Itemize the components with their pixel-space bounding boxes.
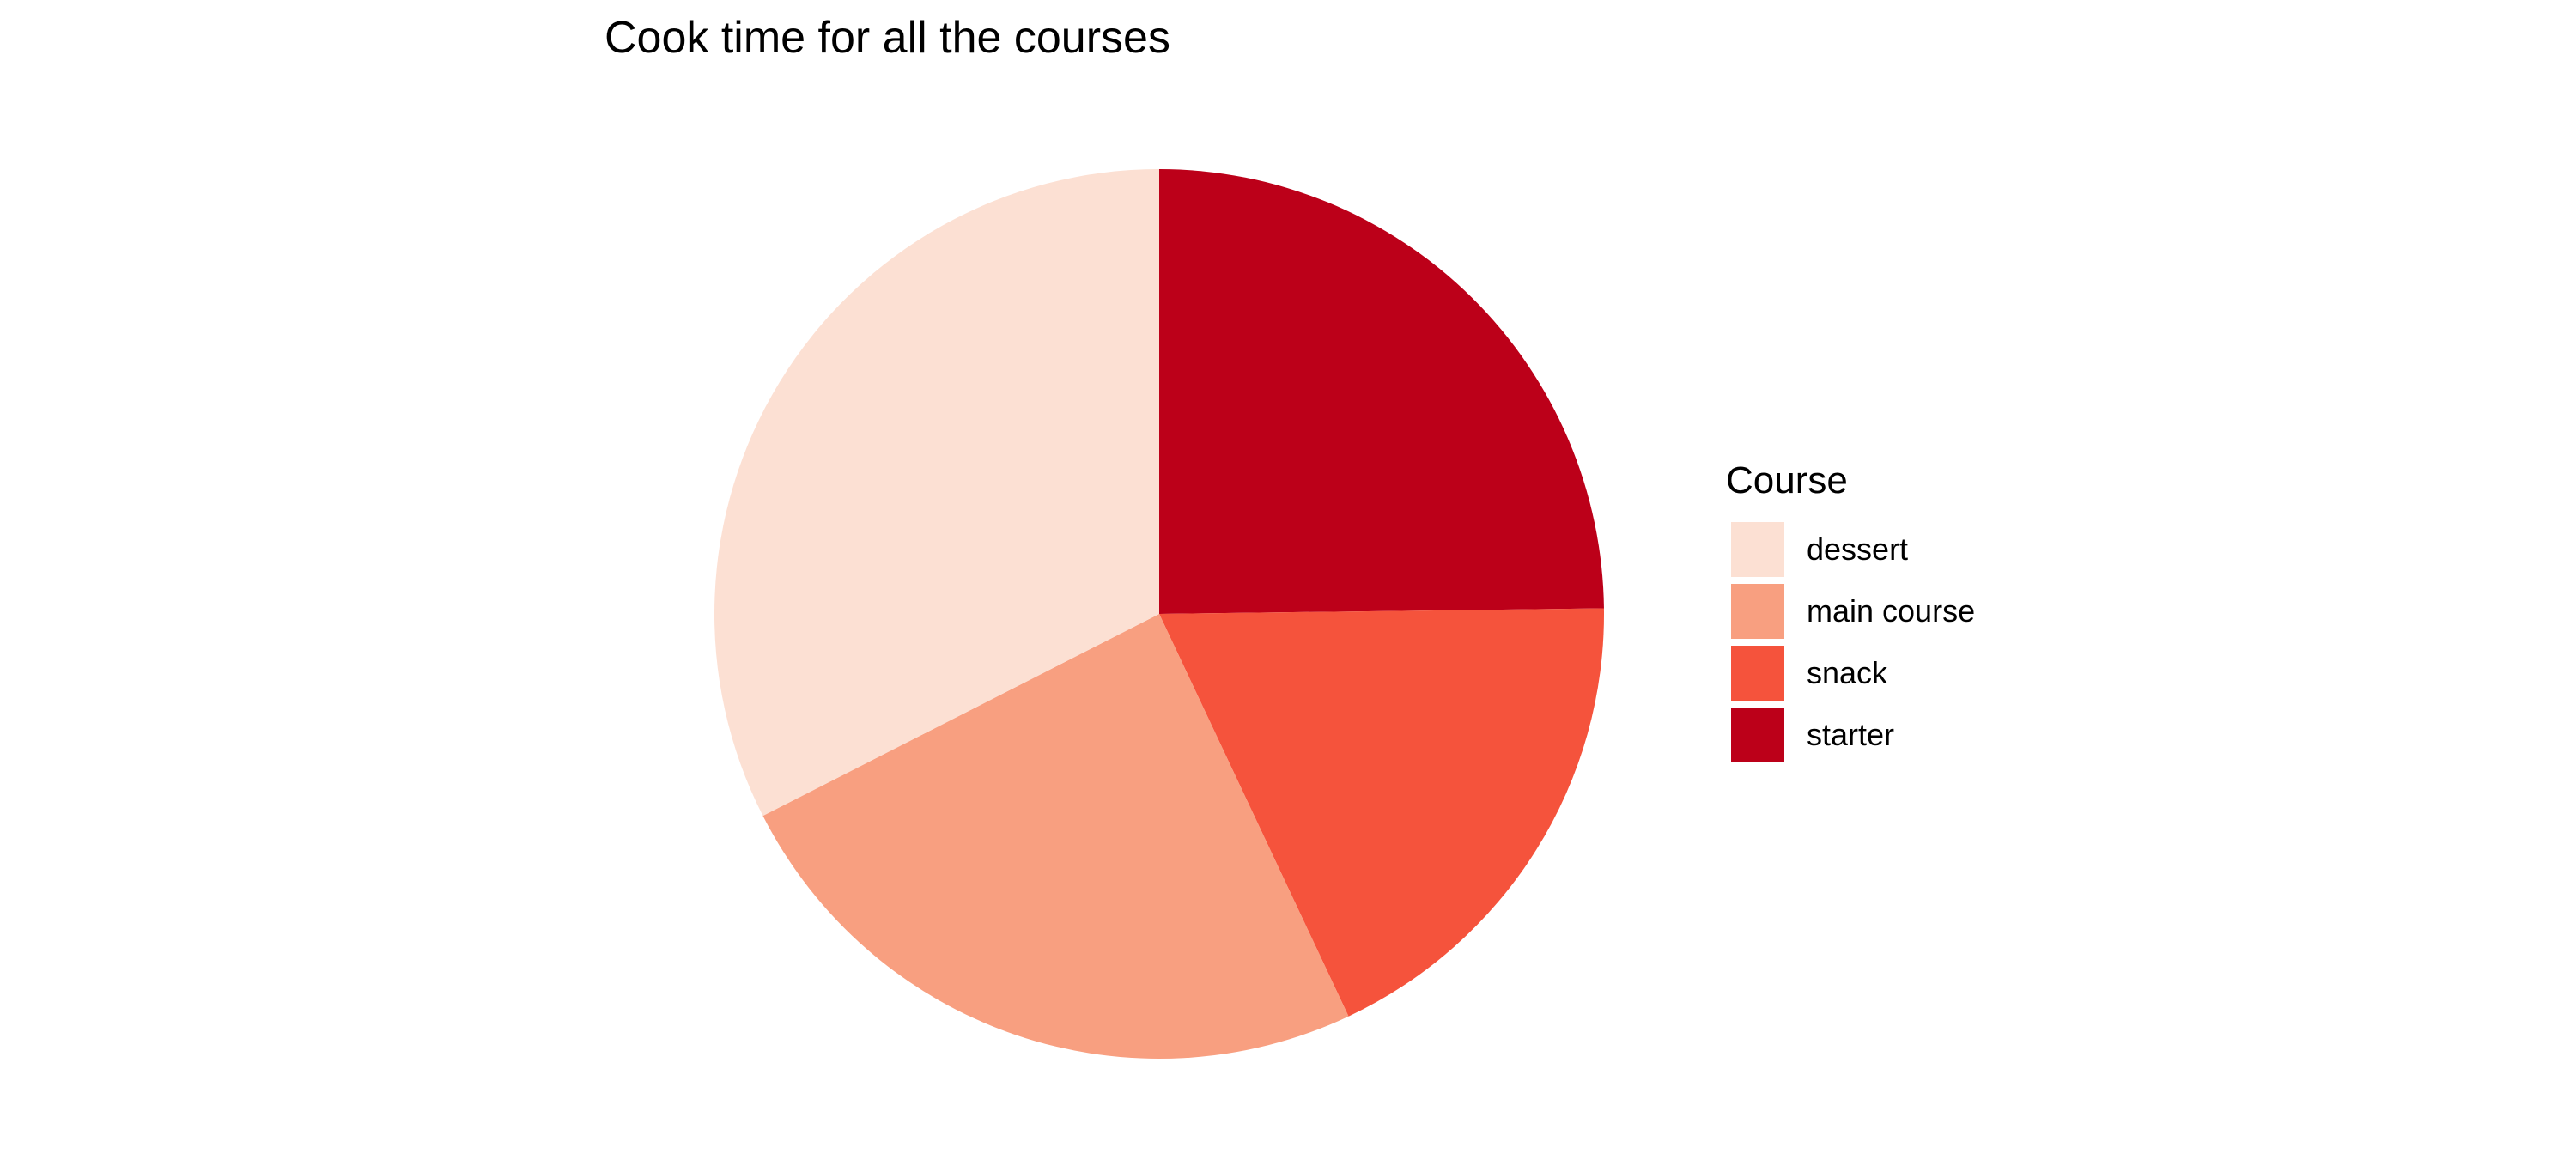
legend-swatch-snack: [1729, 644, 1786, 702]
legend-item-snack: snack: [1726, 642, 1975, 704]
pie-slice-dessert: [714, 169, 1159, 817]
legend-label-dessert: dessert: [1807, 531, 1909, 567]
legend-label-starter: starter: [1807, 717, 1895, 752]
legend-swatch-starter: [1729, 706, 1786, 764]
legend-title: Course: [1726, 459, 1848, 501]
pie-slice-snack: [1159, 608, 1604, 1017]
chart-title: Cook time for all the courses: [605, 13, 1170, 63]
legend-item-starter: starter: [1726, 704, 1975, 766]
pie-slices: [714, 169, 1604, 1060]
legend-item-dessert: dessert: [1726, 519, 1975, 580]
legend-label-main-course: main course: [1807, 593, 1976, 629]
pie-slice-main-course: [762, 614, 1349, 1060]
legend: Course dessert main course snack starter: [1726, 453, 1975, 766]
legend-item-main-course: main course: [1726, 580, 1975, 642]
legend-swatch-dessert: [1729, 520, 1786, 579]
legend-label-snack: snack: [1807, 655, 1888, 690]
pie-slice-starter: [1159, 169, 1604, 614]
legend-swatch-main-course: [1729, 582, 1786, 641]
